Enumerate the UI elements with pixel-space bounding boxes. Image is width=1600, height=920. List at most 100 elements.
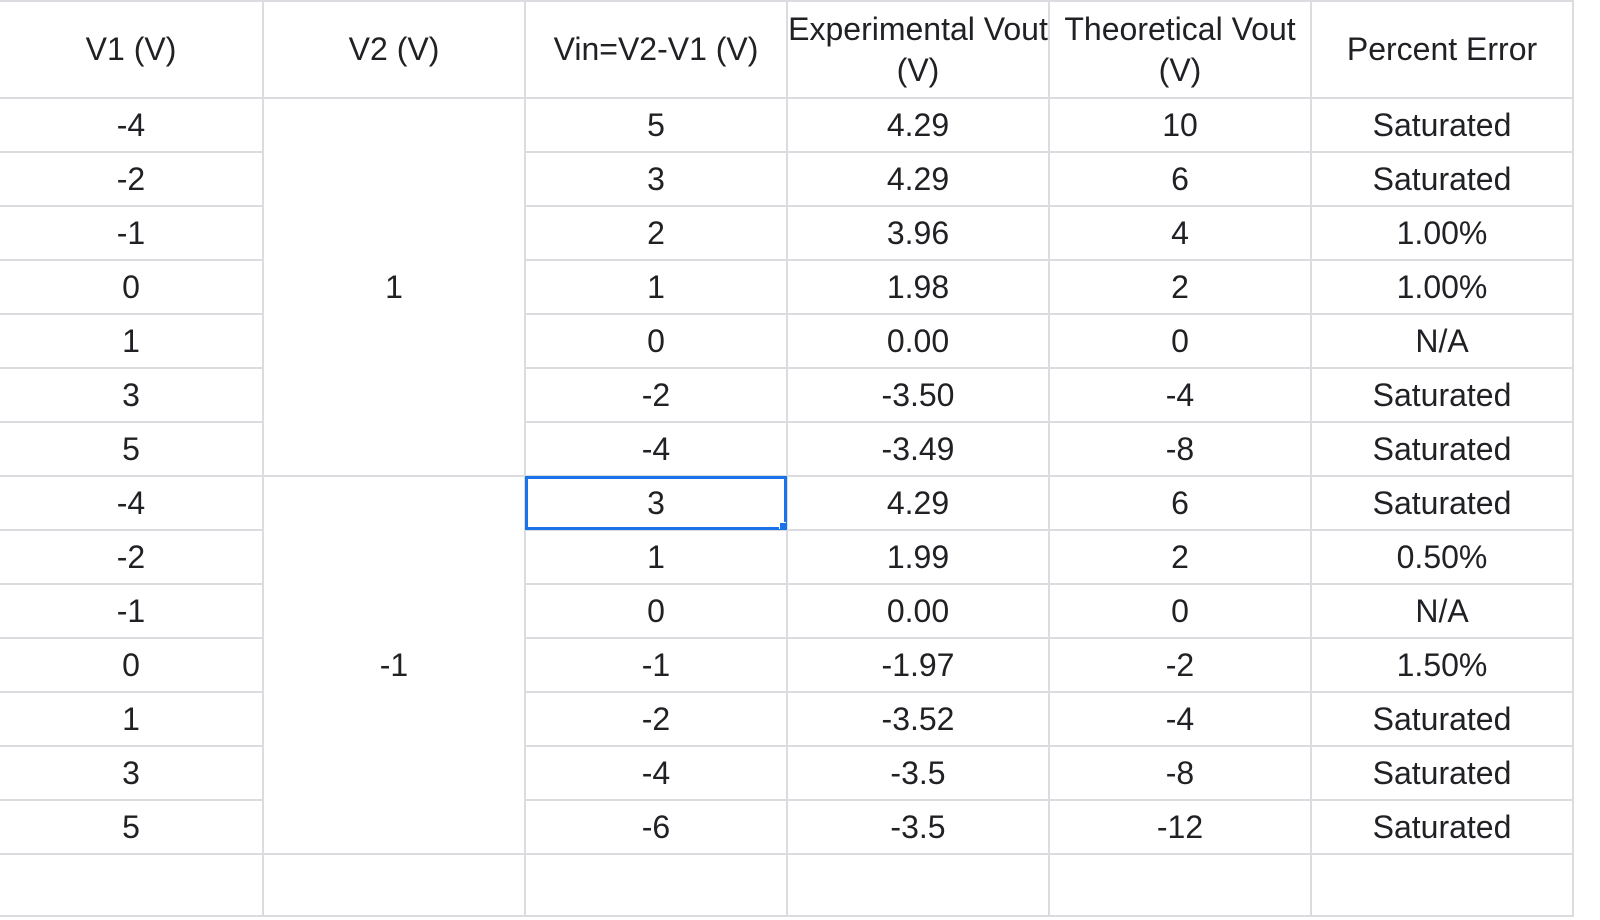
cell-experimental-vout[interactable]: 4.29: [786, 97, 1050, 153]
cell-theoretical-vout[interactable]: 2: [1048, 529, 1312, 585]
cell-percent-error[interactable]: Saturated: [1310, 691, 1574, 747]
cell-v1[interactable]: 0: [0, 637, 264, 693]
table-row: -4 1 5 4.29 10 Saturated: [0, 97, 1574, 477]
table-row: 1 -2 -3.52 -4 Saturated: [0, 691, 1574, 747]
cell-v1[interactable]: -2: [0, 151, 264, 207]
cell-percent-error[interactable]: Saturated: [1310, 151, 1574, 207]
cell-theoretical-vout[interactable]: -12: [1048, 799, 1312, 855]
cell-experimental-vout[interactable]: 4.29: [786, 475, 1050, 531]
cell-vin[interactable]: 2: [524, 205, 788, 261]
empty-cell[interactable]: [262, 853, 526, 917]
table-row: 0 1 1.98 2 1.00%: [0, 259, 1574, 315]
cell-theoretical-vout[interactable]: 2: [1048, 259, 1312, 315]
cell-theoretical-vout[interactable]: 0: [1048, 313, 1312, 369]
cell-v2-merged[interactable]: 1: [262, 97, 526, 477]
cell-vin[interactable]: -2: [524, 691, 788, 747]
header-cell-percent-error[interactable]: Percent Error: [1310, 0, 1574, 99]
empty-row: [0, 853, 1574, 917]
cell-vin[interactable]: -2: [524, 367, 788, 423]
cell-v1[interactable]: 1: [0, 313, 264, 369]
cell-vin[interactable]: 3: [524, 151, 788, 207]
cell-vin[interactable]: 1: [524, 529, 788, 585]
cell-vin[interactable]: -4: [524, 745, 788, 801]
cell-v1[interactable]: 5: [0, 799, 264, 855]
cell-percent-error[interactable]: N/A: [1310, 313, 1574, 369]
cell-percent-error[interactable]: 1.00%: [1310, 259, 1574, 315]
header-cell-vin[interactable]: Vin=V2-V1 (V): [524, 0, 788, 99]
cell-experimental-vout[interactable]: 0.00: [786, 583, 1050, 639]
table-row: 5 -4 -3.49 -8 Saturated: [0, 421, 1574, 477]
cell-percent-error[interactable]: Saturated: [1310, 97, 1574, 153]
empty-cell[interactable]: [1310, 853, 1574, 917]
table-row: -1 2 3.96 4 1.00%: [0, 205, 1574, 261]
cell-v1[interactable]: -2: [0, 529, 264, 585]
table-row: -2 3 4.29 6 Saturated: [0, 151, 1574, 207]
cell-experimental-vout[interactable]: -3.5: [786, 745, 1050, 801]
table-row: 3 -2 -3.50 -4 Saturated: [0, 367, 1574, 423]
cell-percent-error[interactable]: N/A: [1310, 583, 1574, 639]
empty-cell[interactable]: [0, 853, 264, 917]
cell-percent-error[interactable]: Saturated: [1310, 745, 1574, 801]
cell-vin[interactable]: -1: [524, 637, 788, 693]
cell-percent-error[interactable]: 1.00%: [1310, 205, 1574, 261]
cell-experimental-vout[interactable]: 1.99: [786, 529, 1050, 585]
selected-cell-value: 3: [647, 485, 665, 521]
cell-vin[interactable]: -6: [524, 799, 788, 855]
cell-v2-merged[interactable]: -1: [262, 475, 526, 855]
cell-v1[interactable]: -1: [0, 583, 264, 639]
cell-v1[interactable]: 1: [0, 691, 264, 747]
cell-theoretical-vout[interactable]: -2: [1048, 637, 1312, 693]
cell-v1[interactable]: 3: [0, 745, 264, 801]
cell-percent-error[interactable]: Saturated: [1310, 475, 1574, 531]
cell-theoretical-vout[interactable]: -8: [1048, 421, 1312, 477]
cell-theoretical-vout[interactable]: 10: [1048, 97, 1312, 153]
cell-theoretical-vout[interactable]: 6: [1048, 475, 1312, 531]
cell-v1[interactable]: -1: [0, 205, 264, 261]
cell-experimental-vout[interactable]: -3.5: [786, 799, 1050, 855]
empty-cell[interactable]: [1048, 853, 1312, 917]
cell-theoretical-vout[interactable]: 0: [1048, 583, 1312, 639]
cell-v1[interactable]: -4: [0, 97, 264, 153]
cell-experimental-vout[interactable]: -3.50: [786, 367, 1050, 423]
cell-v1[interactable]: -4: [0, 475, 264, 531]
header-cell-v2[interactable]: V2 (V): [262, 0, 526, 99]
cell-experimental-vout[interactable]: -3.49: [786, 421, 1050, 477]
cell-percent-error[interactable]: Saturated: [1310, 367, 1574, 423]
cell-percent-error[interactable]: 1.50%: [1310, 637, 1574, 693]
cell-vin-selected[interactable]: 3: [524, 475, 788, 531]
empty-cell[interactable]: [786, 853, 1050, 917]
cell-vin[interactable]: 0: [524, 313, 788, 369]
cell-theoretical-vout[interactable]: -4: [1048, 691, 1312, 747]
header-cell-theoretical-vout[interactable]: Theoretical Vout (V): [1048, 0, 1312, 99]
header-cell-v1[interactable]: V1 (V): [0, 0, 264, 99]
cell-vin[interactable]: 5: [524, 97, 788, 153]
table-row: -2 1 1.99 2 0.50%: [0, 529, 1574, 585]
table-row: -4 -1 3 4.29 6 Saturated: [0, 475, 1574, 855]
cell-percent-error[interactable]: Saturated: [1310, 799, 1574, 855]
cell-percent-error[interactable]: Saturated: [1310, 421, 1574, 477]
cell-experimental-vout[interactable]: -1.97: [786, 637, 1050, 693]
cell-vin[interactable]: 0: [524, 583, 788, 639]
cell-v1[interactable]: 3: [0, 367, 264, 423]
cell-experimental-vout[interactable]: 0.00: [786, 313, 1050, 369]
cell-experimental-vout[interactable]: -3.52: [786, 691, 1050, 747]
cell-v1[interactable]: 5: [0, 421, 264, 477]
empty-cell[interactable]: [524, 853, 788, 917]
cell-theoretical-vout[interactable]: -8: [1048, 745, 1312, 801]
cell-v1[interactable]: 0: [0, 259, 264, 315]
cell-experimental-vout[interactable]: 3.96: [786, 205, 1050, 261]
cell-vin[interactable]: -4: [524, 421, 788, 477]
table-row: 3 -4 -3.5 -8 Saturated: [0, 745, 1574, 801]
cell-experimental-vout[interactable]: 4.29: [786, 151, 1050, 207]
cell-vin[interactable]: 1: [524, 259, 788, 315]
cell-percent-error[interactable]: 0.50%: [1310, 529, 1574, 585]
header-cell-experimental-vout[interactable]: Experimental Vout (V): [786, 0, 1050, 99]
header-row: V1 (V) V2 (V) Vin=V2-V1 (V) Experimental…: [0, 0, 1574, 99]
cell-theoretical-vout[interactable]: 4: [1048, 205, 1312, 261]
cell-theoretical-vout[interactable]: -4: [1048, 367, 1312, 423]
fill-handle[interactable]: [779, 522, 785, 528]
cell-theoretical-vout[interactable]: 6: [1048, 151, 1312, 207]
cell-experimental-vout[interactable]: 1.98: [786, 259, 1050, 315]
